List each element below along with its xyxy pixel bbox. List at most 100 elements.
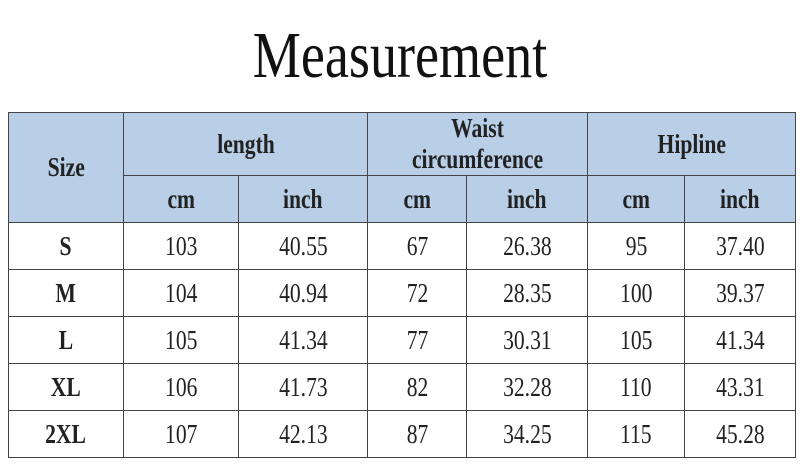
table-cell: 106 [123,363,239,411]
table-cell: 42.13 [237,410,369,458]
table-cell: 45.28 [684,410,797,458]
cell-text: 41.73 [278,371,328,402]
table-cell: cm [123,175,239,223]
table-cell: 41.34 [237,316,369,364]
cell-text: cm [622,183,650,214]
cell-text: 40.94 [278,277,328,308]
cell-text: 72 [406,277,428,308]
table-cell: 104 [123,269,239,317]
cell-text: 37.40 [715,230,765,261]
table-cell: cm [367,175,468,223]
table-cell: 37.40 [684,222,797,270]
table-cell: 82 [367,363,468,411]
table-row: M 104 40.94 72 28.35 100 39.37 [8,269,797,317]
table-cell: 115 [587,410,686,458]
table-cell: 87 [367,410,468,458]
table-cell: 28.35 [466,269,589,317]
cell-text: 39.37 [715,277,765,308]
title: Measurement [252,19,548,92]
table-row: 2XL 107 42.13 87 34.25 115 45.28 [8,410,797,458]
table-cell: 26.38 [466,222,589,270]
table-cell: 95 [587,222,686,270]
cell-text: 2XL [45,418,87,449]
cell-text: 41.34 [715,324,765,355]
cell-text: 105 [619,324,653,355]
cell-text: 104 [164,277,198,308]
table-cell: 67 [367,222,468,270]
table-cell: 30.31 [466,316,589,364]
table-cell: cm [587,175,686,223]
table-cell: Waist circumference [367,112,589,176]
table-cell: XL [8,363,124,411]
cell-text: inch [283,183,323,214]
table-row: S 103 40.55 67 26.38 95 37.40 [8,222,797,270]
table-row: Size length Waist circumference Hipline [8,112,797,223]
cell-text: 34.25 [502,418,552,449]
cell-text: 26.38 [502,230,552,261]
table-cell: 110 [587,363,686,411]
table-cell: Size [8,112,124,223]
table-cell: 77 [367,316,468,364]
table-cell: 41.73 [237,363,369,411]
cell-text: 45.28 [715,418,765,449]
table-cell: inch [684,175,797,223]
table-cell: 32.28 [466,363,589,411]
cell-text: Hipline [657,128,726,159]
table-cell: M [8,269,124,317]
cell-text: 100 [619,277,653,308]
cell-text: 110 [620,371,652,402]
cell-text: S [59,230,73,261]
table-cell: 34.25 [466,410,589,458]
cell-text: 67 [406,230,428,261]
table-row: XL 106 41.73 82 32.28 110 43.31 [8,363,797,411]
table-cell: 72 [367,269,468,317]
cell-text: 105 [164,324,198,355]
table-cell: 40.55 [237,222,369,270]
table-cell: 105 [587,316,686,364]
table-cell: L [8,316,124,364]
cell-text: Size [47,152,85,182]
cell-text: M [55,277,77,308]
cell-text: 28.35 [502,277,552,308]
cell-text: cm [167,183,195,214]
table-row: cm inch cm inch cm inch [9,175,797,223]
cell-text: 106 [164,371,198,402]
cell-text: cm [403,183,431,214]
cell-text: XL [50,371,81,402]
cell-text: length [216,128,275,159]
table-cell: 107 [123,410,239,458]
cell-text: 77 [406,324,428,355]
cell-text: 41.34 [278,324,328,355]
cell-text: 115 [620,418,652,449]
table-row: L 105 41.34 77 30.31 105 41.34 [8,316,797,364]
cell-text: 103 [164,230,198,261]
table-cell: inch [466,175,589,223]
cell-text: 30.31 [502,324,552,355]
table-cell: 40.94 [237,269,369,317]
table-cell: 2XL [8,410,124,458]
cell-text: 42.13 [278,418,328,449]
table-cell: S [8,222,124,270]
table-cell: 41.34 [684,316,797,364]
cell-text: Waist circumference [411,113,544,174]
table-cell: length [122,112,369,176]
table-cell: 43.31 [684,363,797,411]
cell-text: 32.28 [502,371,552,402]
cell-text: 95 [625,230,647,261]
cell-text: inch [507,183,547,214]
cell-text: 40.55 [278,230,328,261]
cell-text: L [58,324,74,355]
table-cell: 39.37 [684,269,797,317]
cell-text: 43.31 [715,371,765,402]
table-cell: 100 [587,269,686,317]
table-cell: inch [237,175,369,223]
cell-text: inch [720,183,760,214]
cell-text: 82 [406,371,428,402]
table-cell: 105 [123,316,239,364]
cell-text: 87 [406,418,428,449]
size-table: Size length Waist circumference Hipline cm in… [8,112,797,458]
table-cell: 103 [123,222,239,270]
cell-text: 107 [164,418,198,449]
table-cell: Hipline [587,112,797,176]
